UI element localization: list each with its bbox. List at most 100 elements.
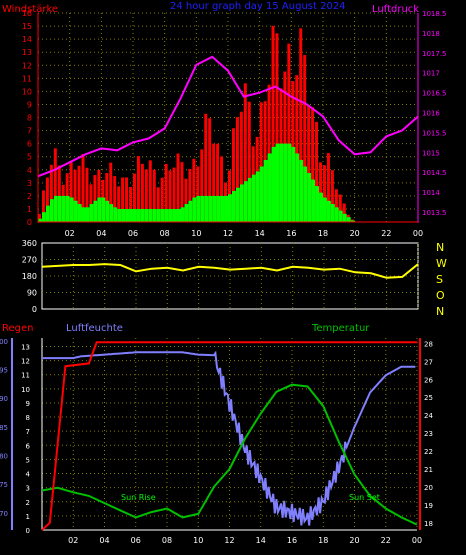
wind-bar [121, 177, 125, 222]
gust-bar [275, 143, 280, 222]
wind-bar [303, 55, 307, 222]
pressure-label: Luftdruck [372, 4, 419, 15]
direction-tick-label: 180 [22, 272, 37, 281]
gust-bar [338, 210, 343, 222]
pressure-tick-label: 1016.5 [422, 90, 447, 98]
gust-bar [235, 187, 240, 222]
wind-bar [259, 102, 263, 222]
gust-bar [41, 212, 46, 222]
wind-tick-label: 2 [27, 192, 32, 201]
gust-bar [224, 195, 228, 222]
wind-tick-label: 10 [22, 87, 32, 96]
wind-bar [77, 165, 81, 222]
temperature-tick-label: 18 [424, 520, 433, 528]
temperature-tick-label: 23 [424, 430, 433, 438]
wind-bar [117, 186, 121, 222]
gust-bar [303, 166, 308, 222]
gust-bar [259, 166, 264, 222]
gust-bar [247, 177, 252, 222]
x-tick-label: 12 [223, 229, 233, 238]
pressure-tick-label: 1014 [422, 189, 440, 197]
wind-bar [81, 153, 85, 222]
temperature-tick-label: 25 [424, 394, 433, 402]
gust-bar [144, 208, 149, 222]
x-tick-label: 20 [350, 229, 360, 238]
wind-bar [326, 153, 330, 222]
x-tick-label-lower: 00 [412, 536, 422, 545]
gust-bar [49, 199, 54, 222]
temperature-tick-label: 27 [424, 358, 433, 366]
wind-bar [105, 173, 109, 222]
x-tick-label-lower: 04 [99, 536, 109, 545]
wind-tick-label: 11 [22, 74, 32, 83]
wind-tick-label: 15 [22, 22, 32, 31]
wind-bar [188, 168, 192, 222]
compass-w: W [436, 257, 447, 270]
wind-bar [323, 165, 326, 222]
wind-bar [330, 170, 334, 222]
wind-bar [231, 128, 235, 222]
wind-bar [307, 105, 311, 222]
sunrise-label: Sun Rise [121, 493, 156, 502]
wind-bar [204, 113, 208, 222]
rain-humidity-temperature-panel: 7075808590951000123456789101112131819202… [0, 338, 433, 545]
humidity-tick-label: 85 [0, 424, 8, 432]
pressure-tick-label: 1017 [422, 70, 440, 78]
direction-tick-label: 90 [27, 289, 37, 298]
gust-bar [93, 200, 98, 222]
wind-tick-label: 6 [27, 140, 32, 149]
wind-bar [38, 213, 41, 222]
wind-bar [113, 176, 117, 222]
gust-bar [125, 208, 130, 222]
gust-bar [196, 195, 201, 222]
direction-tick-label: 270 [22, 256, 37, 265]
gust-bar [109, 204, 114, 222]
gust-bar [212, 195, 217, 222]
gust-bar [172, 208, 177, 222]
gust-bar [299, 159, 304, 222]
wind-bar [208, 118, 212, 222]
rain-tick-label: 1 [26, 513, 30, 521]
humidity-line [42, 350, 416, 526]
x-tick-label-lower: 12 [224, 536, 234, 545]
humidity-tick-label: 100 [0, 338, 8, 346]
wind-tick-label: 8 [27, 114, 32, 123]
gust-bar [315, 186, 320, 222]
gust-bar [200, 195, 205, 222]
gust-bar [330, 204, 335, 222]
gust-bar [176, 208, 181, 222]
wind-bar [243, 83, 247, 222]
gust-bar [208, 195, 213, 222]
wind-bar [156, 187, 160, 222]
x-tick-label: 18 [318, 229, 328, 238]
x-tick-label: 08 [160, 229, 170, 238]
gust-bar [105, 200, 110, 222]
gust-bar [85, 207, 90, 222]
wind-bar [97, 169, 101, 222]
gust-bar [38, 218, 42, 222]
humidity-tick-label: 90 [0, 395, 8, 403]
wind-bar [235, 117, 239, 222]
gust-bar [326, 200, 331, 222]
x-tick-label: 16 [286, 229, 296, 238]
temperature-tick-label: 22 [424, 448, 433, 456]
rain-tick-label: 3 [26, 485, 30, 493]
gust-bar [243, 181, 248, 222]
wind-bar [196, 166, 200, 222]
gust-bar [216, 195, 221, 222]
rain-tick-label: 12 [21, 358, 30, 366]
wind-bar [125, 177, 129, 222]
x-tick-label-lower: 22 [381, 536, 391, 545]
gust-bar [323, 197, 327, 222]
wind-bar [164, 163, 168, 222]
x-tick-label-lower: 20 [349, 536, 359, 545]
wind-bar [342, 203, 346, 222]
rain-label: Regen [2, 323, 34, 334]
wind-tick-label: 14 [22, 35, 32, 44]
gust-bar [350, 220, 355, 222]
wind-bar [152, 169, 156, 222]
humidity-tick-label: 95 [0, 367, 8, 375]
wind-bar [45, 177, 49, 222]
gust-bar [346, 217, 351, 222]
humidity-tick-label: 70 [0, 510, 8, 518]
